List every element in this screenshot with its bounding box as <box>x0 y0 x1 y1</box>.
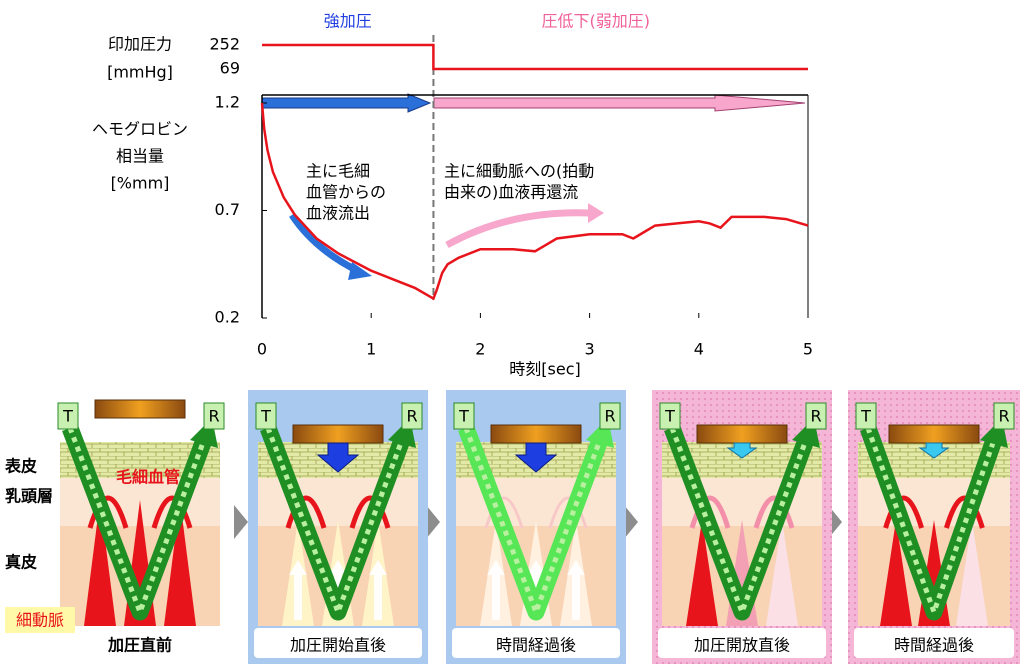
annotation-arrow <box>588 203 604 223</box>
panel: T R 時間経過後 <box>848 390 1020 664</box>
pressure-plate <box>697 425 787 443</box>
y-tick-label: 1.2 <box>215 93 240 112</box>
diagram: T R 加圧直前 T R 加圧開始直後 T R 時間経過後 T R 加圧開放直後 T R 時間経過後 表皮乳頭… <box>4 390 1020 664</box>
step-chevron <box>624 505 638 539</box>
y-axis-label: [%mm] <box>111 174 170 193</box>
y-tick-label: 252 <box>209 34 240 53</box>
page: 印加圧力 [mmHg] 252 69 強加圧 圧低下(弱加圧) ヘモグロビン相当量 [%mm]… <box>0 0 1021 664</box>
annotation: 由来の)血液再還流 <box>444 183 578 202</box>
y-axis-label: ヘモグロビン <box>92 120 188 139</box>
phase-arrow <box>434 95 805 111</box>
caption: 時間経過後 <box>496 636 576 655</box>
phase-arrow <box>262 94 430 112</box>
layer-label: 乳頭層 <box>5 487 53 506</box>
annotation: 主に毛細 <box>306 162 370 181</box>
panel: T R 時間経過後 <box>446 390 626 664</box>
transmitter-label: T <box>62 407 73 426</box>
caption: 加圧開始直後 <box>290 636 386 655</box>
phase-label: 圧低下(弱加圧) <box>541 12 650 31</box>
capillary-label: 毛細血管 <box>116 468 180 487</box>
x-axis-label: 時刻[sec] <box>509 360 580 379</box>
receiver-label: R <box>406 407 417 426</box>
transmitter-label: T <box>458 407 469 426</box>
y-axis-label: 相当量 <box>116 147 164 166</box>
x-tick-label: 4 <box>694 340 704 359</box>
step-chevron <box>426 505 440 539</box>
y-axis-label: 印加圧力 <box>108 35 172 54</box>
panel: T R 加圧開放直後 <box>652 390 832 664</box>
pressure-plate <box>293 425 383 443</box>
y-tick-label: 0.2 <box>215 308 240 327</box>
panel: T R 加圧直前 <box>58 400 224 655</box>
caption: 時間経過後 <box>894 636 974 655</box>
receiver-label: R <box>208 407 219 426</box>
layer-label: 真皮 <box>5 553 37 572</box>
caption: 加圧開放直後 <box>694 636 790 655</box>
panel: T R 加圧開始直後 <box>248 390 428 664</box>
pressure-plate <box>95 400 185 418</box>
pressure-plate <box>491 425 581 443</box>
x-tick-label: 5 <box>803 340 813 359</box>
x-tick-label: 2 <box>475 340 485 359</box>
receiver-label: R <box>998 407 1009 426</box>
annotation-arrow <box>447 213 590 245</box>
step-chevron <box>234 505 248 539</box>
receiver-label: R <box>604 407 615 426</box>
annotation: 主に細動脈への(拍動 <box>444 162 594 181</box>
x-tick-label: 1 <box>366 340 376 359</box>
phase-label: 強加圧 <box>324 12 372 31</box>
transmitter-label: T <box>860 407 871 426</box>
transmitter-label: T <box>664 407 675 426</box>
annotation: 血液流出 <box>306 204 370 223</box>
pressure-plate <box>889 425 979 443</box>
caption: 加圧直前 <box>107 636 172 655</box>
data-line <box>262 45 808 69</box>
y-tick-label: 0.7 <box>215 200 240 219</box>
layer-label: 表皮 <box>4 457 37 476</box>
receiver-label: R <box>810 407 821 426</box>
y-axis-label: [mmHg] <box>107 63 173 82</box>
transmitter-label: T <box>260 407 271 426</box>
annotation: 血管からの <box>306 183 386 202</box>
y-tick-label: 69 <box>220 58 240 77</box>
arteriole-label: 細動脈 <box>16 611 64 630</box>
x-tick-label: 3 <box>585 340 595 359</box>
x-tick-label: 0 <box>257 340 267 359</box>
